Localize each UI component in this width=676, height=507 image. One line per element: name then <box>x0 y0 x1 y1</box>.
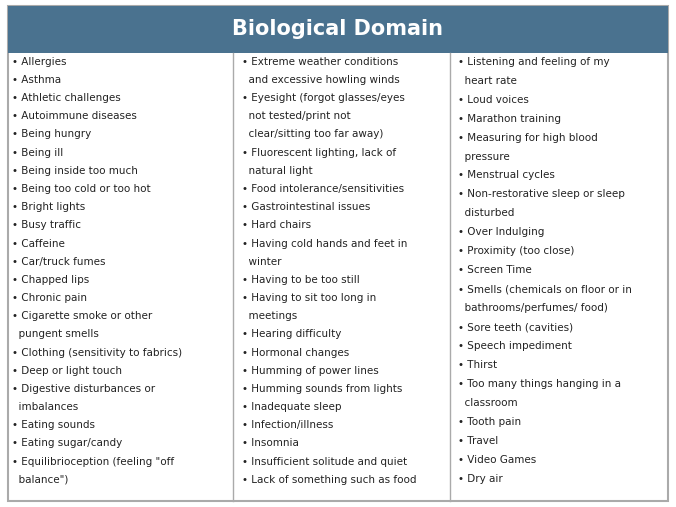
Text: • Digestive disturbances or: • Digestive disturbances or <box>12 384 155 394</box>
Text: bathrooms/perfumes/ food): bathrooms/perfumes/ food) <box>458 303 608 313</box>
Text: • Extreme weather conditions: • Extreme weather conditions <box>242 57 398 67</box>
Text: • Equilibrioception (feeling "off: • Equilibrioception (feeling "off <box>12 457 174 466</box>
Text: • Video Games: • Video Games <box>458 455 537 465</box>
Text: • Dry air: • Dry air <box>458 474 503 484</box>
Text: • Being inside too much: • Being inside too much <box>12 166 138 176</box>
Text: • Smells (chemicals on floor or in: • Smells (chemicals on floor or in <box>458 284 632 294</box>
Text: • Having to sit too long in: • Having to sit too long in <box>242 293 377 303</box>
Text: • Measuring for high blood: • Measuring for high blood <box>458 133 598 142</box>
Text: • Food intolerance/sensitivities: • Food intolerance/sensitivities <box>242 184 404 194</box>
Text: • Busy traffic: • Busy traffic <box>12 221 81 230</box>
Text: • Bright lights: • Bright lights <box>12 202 85 212</box>
Text: • Chronic pain: • Chronic pain <box>12 293 87 303</box>
Text: • Infection/illness: • Infection/illness <box>242 420 333 430</box>
Text: • Clothing (sensitivity to fabrics): • Clothing (sensitivity to fabrics) <box>12 347 183 357</box>
Text: clear/sitting too far away): clear/sitting too far away) <box>242 129 383 139</box>
Text: Biological Domain: Biological Domain <box>233 19 443 40</box>
Text: • Thirst: • Thirst <box>458 360 498 370</box>
Text: • Non-restorative sleep or sleep: • Non-restorative sleep or sleep <box>458 190 625 199</box>
Text: • Marathon training: • Marathon training <box>458 114 561 124</box>
Text: pressure: pressure <box>458 152 510 162</box>
Text: imbalances: imbalances <box>12 402 78 412</box>
Text: disturbed: disturbed <box>458 208 514 219</box>
Text: • Speech impediment: • Speech impediment <box>458 341 572 351</box>
Text: • Gastrointestinal issues: • Gastrointestinal issues <box>242 202 370 212</box>
Text: and excessive howling winds: and excessive howling winds <box>242 75 400 85</box>
Text: • Chapped lips: • Chapped lips <box>12 275 89 285</box>
Text: • Having cold hands and feet in: • Having cold hands and feet in <box>242 238 408 248</box>
Text: • Being too cold or too hot: • Being too cold or too hot <box>12 184 151 194</box>
Text: • Athletic challenges: • Athletic challenges <box>12 93 121 103</box>
Text: pungent smells: pungent smells <box>12 330 99 339</box>
Text: natural light: natural light <box>242 166 312 176</box>
Text: • Inadequate sleep: • Inadequate sleep <box>242 402 341 412</box>
Text: • Having to be too still: • Having to be too still <box>242 275 360 285</box>
Text: not tested/print not: not tested/print not <box>242 112 351 121</box>
Text: • Insomnia: • Insomnia <box>242 439 299 448</box>
Text: balance"): balance") <box>12 475 68 485</box>
Text: • Sore teeth (cavities): • Sore teeth (cavities) <box>458 322 573 332</box>
Text: • Hard chairs: • Hard chairs <box>242 221 311 230</box>
Text: • Eating sugar/candy: • Eating sugar/candy <box>12 439 122 448</box>
Text: • Asthma: • Asthma <box>12 75 62 85</box>
Text: • Humming sounds from lights: • Humming sounds from lights <box>242 384 402 394</box>
Text: • Eating sounds: • Eating sounds <box>12 420 95 430</box>
Text: • Humming of power lines: • Humming of power lines <box>242 366 379 376</box>
Text: • Over Indulging: • Over Indulging <box>458 227 545 237</box>
Text: • Allergies: • Allergies <box>12 57 67 67</box>
Text: • Being ill: • Being ill <box>12 148 64 158</box>
Text: winter: winter <box>242 257 281 267</box>
Text: heart rate: heart rate <box>458 76 517 86</box>
Text: classroom: classroom <box>458 398 518 408</box>
Text: • Autoimmune diseases: • Autoimmune diseases <box>12 112 137 121</box>
Text: • Screen Time: • Screen Time <box>458 265 532 275</box>
Text: • Cigarette smoke or other: • Cigarette smoke or other <box>12 311 152 321</box>
Text: • Proximity (too close): • Proximity (too close) <box>458 246 575 257</box>
Text: • Lack of something such as food: • Lack of something such as food <box>242 475 416 485</box>
Text: • Eyesight (forgot glasses/eyes: • Eyesight (forgot glasses/eyes <box>242 93 405 103</box>
Text: • Being hungry: • Being hungry <box>12 129 91 139</box>
Text: • Menstrual cycles: • Menstrual cycles <box>458 170 555 180</box>
Text: • Fluorescent lighting, lack of: • Fluorescent lighting, lack of <box>242 148 396 158</box>
Bar <box>8 6 668 53</box>
Text: • Tooth pain: • Tooth pain <box>458 417 521 427</box>
Text: • Travel: • Travel <box>458 436 499 446</box>
Text: • Insufficient solitude and quiet: • Insufficient solitude and quiet <box>242 457 407 466</box>
Text: • Listening and feeling of my: • Listening and feeling of my <box>458 57 610 67</box>
Text: meetings: meetings <box>242 311 297 321</box>
Text: • Loud voices: • Loud voices <box>458 95 529 104</box>
Text: • Hearing difficulty: • Hearing difficulty <box>242 330 341 339</box>
Text: • Caffeine: • Caffeine <box>12 238 65 248</box>
Text: • Hormonal changes: • Hormonal changes <box>242 347 349 357</box>
Text: • Too many things hanging in a: • Too many things hanging in a <box>458 379 621 389</box>
Text: • Deep or light touch: • Deep or light touch <box>12 366 122 376</box>
Text: • Car/truck fumes: • Car/truck fumes <box>12 257 105 267</box>
